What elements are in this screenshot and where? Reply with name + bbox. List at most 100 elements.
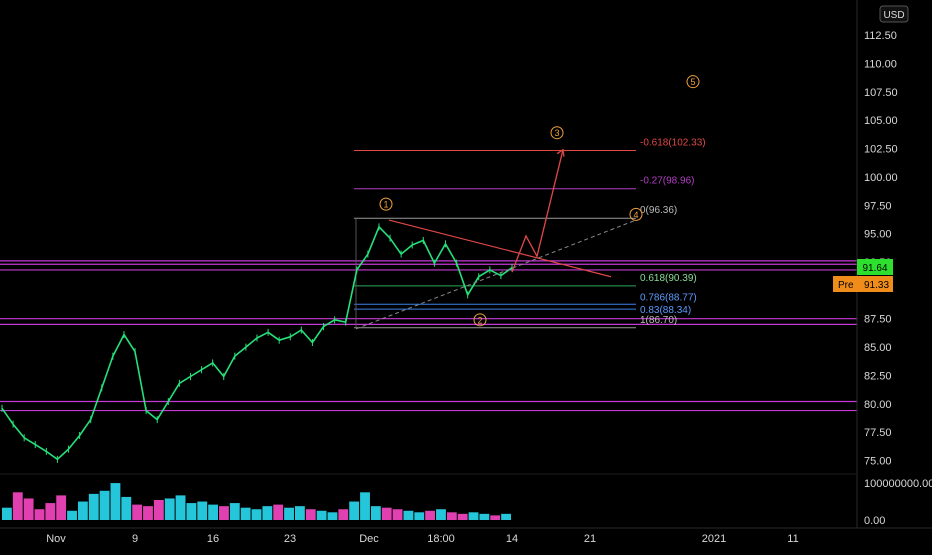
volume-bar-42 [457, 513, 468, 520]
volume-bar-30 [327, 512, 338, 520]
volume-bar-40 [436, 509, 446, 520]
volume-bar-9 [99, 490, 110, 520]
price-tick-9: 87.50 [864, 314, 892, 326]
volume-bar-21 [229, 503, 240, 520]
projection-arrowhead [556, 148, 565, 157]
time-tick-6: 14 [506, 533, 518, 545]
volume-bar-26 [284, 507, 294, 520]
fib-level-label-6: 1(86.70) [640, 315, 677, 326]
wave-circle-3 [629, 207, 643, 221]
time-tick-4: Dec [359, 533, 379, 545]
volume-bar-19 [208, 504, 219, 520]
volume-bar-43 [468, 512, 479, 520]
fib-level-label-4: 0.786(88.77) [640, 292, 697, 303]
volume-bar-24 [262, 506, 273, 520]
volume-bar-12 [132, 504, 143, 520]
price-tick-4: 102.50 [864, 144, 898, 156]
volume-bar-18 [197, 501, 208, 520]
wave-label-2: 3 [554, 128, 559, 138]
volume-bar-31 [338, 509, 349, 520]
last-price-badge [857, 259, 893, 275]
volume-tick-0: 100000000.00 [864, 478, 932, 490]
fibonacci-layer: -0.618(102.33) -0.27(98.96) 0(96.36) 0.618(… [354, 138, 706, 329]
trendline [388, 219, 612, 278]
volume-bar-5 [56, 495, 67, 520]
volume-bar-29 [316, 510, 327, 520]
price-tick-12: 80.00 [864, 399, 892, 411]
wave-label-0: 1 [383, 200, 388, 210]
time-tick-9: 11 [787, 533, 798, 545]
volume-bar-36 [392, 509, 403, 520]
fib-level-label-0: -0.618(102.33) [640, 138, 706, 149]
volume-bar-11 [121, 496, 132, 520]
volume-bar-20 [219, 506, 229, 520]
volume-bar-34 [370, 506, 381, 520]
price-tick-7: 95.00 [864, 229, 892, 241]
price-tick-1: 110.00 [864, 59, 897, 71]
volume-tick-1: 0.00 [864, 515, 885, 527]
volume-bar-33 [360, 492, 370, 520]
price-tick-10: 85.00 [864, 342, 892, 354]
horizontal-lines-layer [0, 260, 857, 412]
pre-price-label: 91.33 [864, 280, 889, 291]
wave-labels-layer: 1 2 3 4 5 [379, 75, 700, 327]
volume-bar-13 [143, 506, 153, 520]
price-tick-0: 112.50 [864, 30, 897, 42]
volume-bar-4 [45, 503, 56, 520]
fib-level-label-5: 0.83(88.34) [640, 305, 691, 316]
fib-level-label-3: 0.618(90.39) [640, 273, 697, 284]
fib-level-label-1: -0.27(98.96) [640, 176, 694, 187]
volume-bar-1 [12, 492, 23, 520]
time-tick-1: 9 [132, 533, 138, 545]
time-tick-7: 21 [584, 533, 596, 545]
time-tick-8: 2021 [702, 533, 726, 545]
currency-label: USD [883, 10, 904, 21]
wave-label-3: 4 [633, 210, 638, 220]
volume-bar-32 [349, 501, 360, 520]
projection-path [511, 149, 564, 273]
volume-bar-6 [67, 510, 77, 520]
ticks-layer: 112.50110.00107.50105.00102.50100.0097.5… [46, 30, 932, 545]
channel-line [355, 219, 637, 330]
wave-label-4: 5 [690, 77, 695, 87]
price-tick-6: 97.50 [864, 200, 892, 212]
pre-market-badge [833, 276, 893, 292]
price-tick-2: 107.50 [864, 87, 898, 99]
last-price-label: 91.64 [862, 263, 887, 274]
price-tick-11: 82.50 [864, 370, 892, 382]
volume-bar-37 [403, 510, 414, 520]
volume-bar-39 [425, 510, 436, 520]
price-layer [1, 223, 513, 463]
volume-bar-10 [110, 483, 121, 520]
volume-bar-7 [77, 501, 88, 520]
volume-bar-28 [305, 509, 316, 520]
volume-bar-3 [34, 509, 45, 520]
volume-bar-8 [88, 493, 99, 520]
volume-bar-27 [294, 506, 305, 520]
wave-circle-4 [686, 75, 700, 89]
volume-bar-41 [446, 512, 457, 520]
volume-bar-22 [240, 507, 251, 520]
volume-bar-45 [490, 515, 501, 520]
currency-badge[interactable] [879, 5, 909, 23]
volume-bar-15 [164, 498, 175, 520]
price-tick-13: 77.50 [864, 427, 892, 439]
time-tick-0: Nov [46, 533, 66, 545]
volume-bar-2 [23, 498, 34, 520]
volume-bar-14 [153, 500, 164, 520]
price-tick-3: 105.00 [864, 115, 898, 127]
volume-bar-35 [381, 507, 392, 520]
time-tick-2: 16 [207, 533, 219, 545]
price-tick-5: 100.00 [864, 172, 898, 184]
volume-bar-44 [479, 513, 490, 520]
time-tick-3: 23 [284, 533, 296, 545]
volume-bar-25 [273, 504, 284, 520]
volume-bar-16 [175, 495, 186, 520]
volume-bar-0 [2, 507, 12, 520]
volume-bar-46 [501, 513, 511, 520]
volume-layer [2, 483, 511, 520]
wave-label-1: 2 [477, 315, 482, 325]
